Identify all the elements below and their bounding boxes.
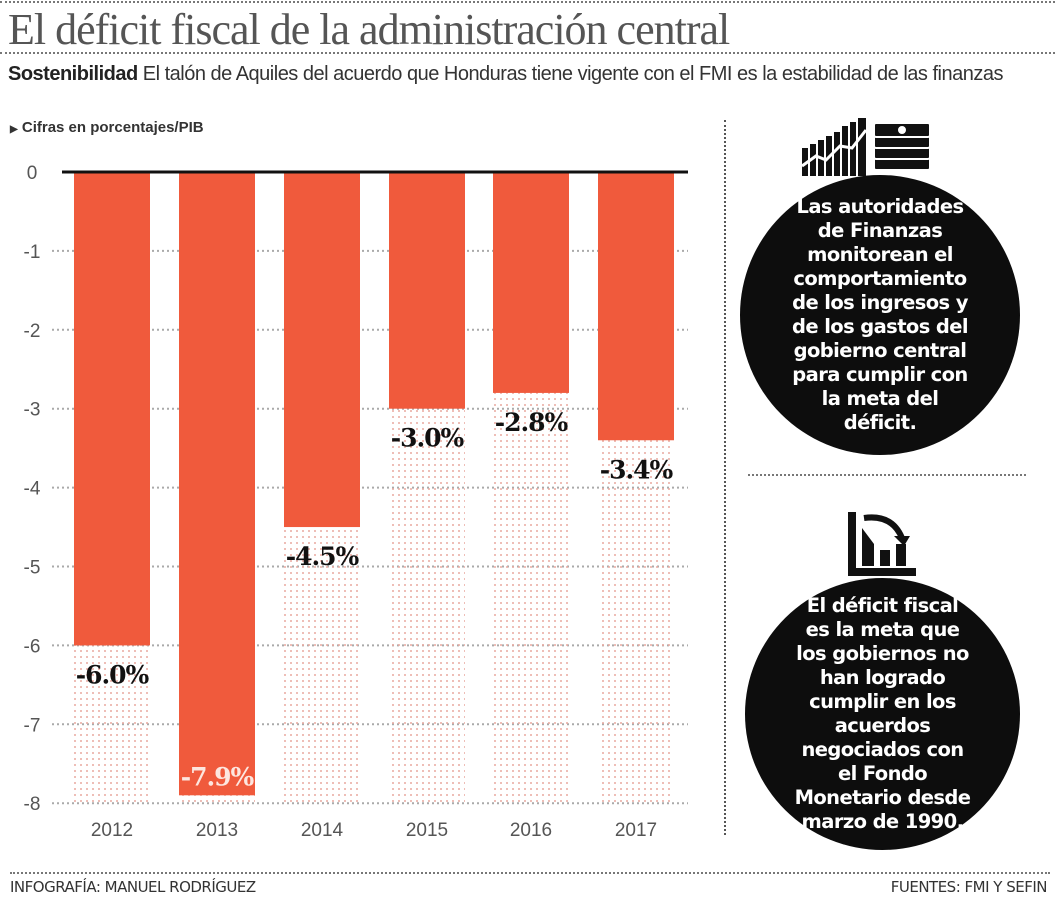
title-divider xyxy=(0,52,1055,54)
subtitle-text: El talón de Aquiles del acuerdo que Hond… xyxy=(142,63,1004,85)
page-title: El déficit fiscal de la administración c… xyxy=(8,5,730,54)
chart-and-money-icon xyxy=(801,118,931,176)
y-tick-label: -3 xyxy=(24,400,41,421)
bar xyxy=(598,172,674,441)
x-tick-label: 2015 xyxy=(406,820,448,841)
x-tick-label: 2016 xyxy=(510,820,552,841)
footer-sources: FUENTES: FMI Y SEFIN xyxy=(890,878,1048,896)
y-tick-label: -8 xyxy=(24,794,41,815)
bar xyxy=(389,172,465,409)
units-text: Cifras en porcentajes/PIB xyxy=(21,119,204,136)
subtitle: Sostenibilidad El talón de Aquiles del a… xyxy=(8,62,1048,87)
info-text-2: El déficit fiscal es la meta que los gob… xyxy=(794,594,971,833)
bar xyxy=(493,172,569,393)
y-tick-label: -1 xyxy=(24,242,41,263)
bar xyxy=(179,172,255,796)
panel-divider xyxy=(724,120,726,835)
units-note: ▶ Cifras en porcentajes/PIB xyxy=(10,119,204,136)
info-text-1: Las autoridades de Finanzas monitorean e… xyxy=(792,195,969,434)
data-label: -3.0% xyxy=(391,424,465,453)
y-tick-label: -7 xyxy=(24,715,41,736)
info-circle-2: El déficit fiscal es la meta que los gob… xyxy=(745,578,1020,850)
x-tick-label: 2017 xyxy=(615,820,657,841)
top-divider xyxy=(0,1,1055,3)
footer-divider xyxy=(10,872,1050,874)
data-label: -2.8% xyxy=(495,408,569,437)
declining-bar-chart-icon xyxy=(848,512,916,576)
x-tick-label: 2013 xyxy=(196,820,238,841)
y-tick-label: 0 xyxy=(27,163,38,184)
footer-credit: INFOGRAFÍA: MANUEL RODRÍGUEZ xyxy=(10,878,256,896)
info-circle-1: Las autoridades de Finanzas monitorean e… xyxy=(740,175,1020,455)
subtitle-lead: Sostenibilidad xyxy=(8,63,138,85)
bar xyxy=(74,172,150,646)
y-tick-label: -4 xyxy=(24,479,41,500)
bar-chart: 0 -1 -2 -3 -4 -5 -6 -7 -8 -6.0% 2012 -7.9% 2013 -4.5… xyxy=(24,163,688,841)
y-tick-label: -5 xyxy=(24,558,41,579)
y-tick-label: -2 xyxy=(24,321,41,342)
panel-mid-divider xyxy=(748,474,1026,476)
bar xyxy=(284,172,360,528)
y-tick-label: -6 xyxy=(24,636,41,657)
data-label: -4.5% xyxy=(286,542,360,571)
data-label: -7.9% xyxy=(181,762,255,791)
data-label: -6.0% xyxy=(76,660,150,689)
x-tick-label: 2012 xyxy=(91,820,133,841)
x-tick-label: 2014 xyxy=(301,820,344,841)
data-label: -3.4% xyxy=(600,455,674,484)
triangle-icon: ▶ xyxy=(10,124,18,135)
